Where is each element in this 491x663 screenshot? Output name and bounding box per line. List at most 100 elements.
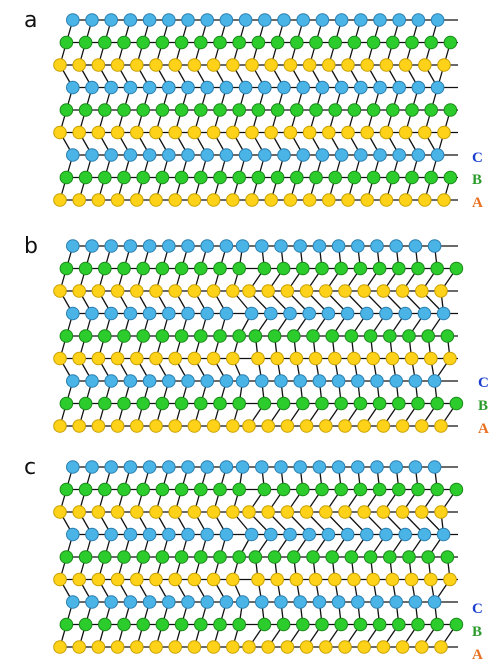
atom: [111, 573, 124, 586]
atom: [399, 59, 412, 72]
atom: [182, 307, 195, 320]
atom: [393, 483, 406, 496]
atom: [409, 375, 422, 388]
atom: [131, 126, 144, 139]
atom: [54, 573, 67, 586]
atom: [399, 194, 412, 207]
atom: [252, 104, 265, 117]
atom: [73, 285, 86, 298]
atom: [341, 528, 354, 541]
atom: [150, 352, 163, 365]
atom: [339, 506, 352, 519]
atom: [99, 36, 112, 49]
atom: [309, 573, 322, 586]
atom: [99, 104, 112, 117]
atom: [428, 375, 441, 388]
atom: [163, 528, 176, 541]
atom: [131, 59, 144, 72]
atom: [300, 420, 313, 433]
atom: [361, 59, 374, 72]
atom: [99, 171, 112, 184]
atom: [384, 330, 397, 343]
stacking-label: B: [472, 172, 482, 188]
atom: [268, 330, 281, 343]
atom: [326, 330, 339, 343]
atom: [348, 104, 361, 117]
atom: [239, 149, 252, 162]
atom: [156, 262, 169, 275]
atom: [406, 171, 419, 184]
atom: [163, 149, 176, 162]
atom: [220, 461, 233, 474]
atom: [406, 36, 419, 49]
atom: [118, 483, 131, 496]
atom: [54, 194, 67, 207]
atom: [156, 36, 169, 49]
atom: [361, 307, 374, 320]
atom: [118, 397, 131, 410]
atom: [105, 596, 118, 609]
panel-label: b: [24, 234, 38, 259]
atom: [182, 375, 195, 388]
atom: [373, 618, 386, 631]
atom: [291, 171, 304, 184]
atom: [277, 397, 290, 410]
atom: [150, 641, 163, 654]
atom: [131, 194, 144, 207]
atom: [329, 171, 342, 184]
atom: [294, 375, 307, 388]
atom: [310, 171, 323, 184]
atom: [291, 36, 304, 49]
atom: [428, 596, 441, 609]
atom: [387, 104, 400, 117]
atom: [54, 352, 67, 365]
atom: [163, 596, 176, 609]
atom: [156, 397, 169, 410]
atom: [399, 528, 412, 541]
atom: [207, 573, 220, 586]
atom: [236, 240, 249, 253]
atom: [406, 104, 419, 117]
atom: [137, 36, 150, 49]
atom: [201, 240, 214, 253]
atom: [428, 461, 441, 474]
atom: [236, 375, 249, 388]
atom: [275, 461, 288, 474]
atom: [131, 641, 144, 654]
atom: [297, 81, 310, 94]
atom: [73, 641, 86, 654]
atom: [92, 506, 105, 519]
atom: [386, 573, 399, 586]
atom: [303, 59, 316, 72]
atom: [79, 618, 92, 631]
atom: [367, 573, 380, 586]
atom: [416, 420, 429, 433]
atom: [361, 528, 374, 541]
atom: [425, 104, 438, 117]
atom: [259, 14, 272, 27]
atom: [262, 285, 275, 298]
atom: [111, 420, 124, 433]
atom: [111, 126, 124, 139]
atom: [265, 307, 278, 320]
atom: [396, 641, 409, 654]
atom: [105, 81, 118, 94]
atom: [227, 573, 240, 586]
atom: [265, 59, 278, 72]
atom: [313, 375, 326, 388]
atom: [86, 14, 99, 27]
atom: [99, 262, 112, 275]
atom: [92, 573, 105, 586]
atom: [390, 461, 403, 474]
atom: [450, 618, 463, 631]
atom: [284, 59, 297, 72]
atom: [396, 420, 409, 433]
atom: [284, 307, 297, 320]
atom: [201, 461, 214, 474]
atom: [243, 506, 256, 519]
atom: [137, 551, 150, 564]
atom: [348, 36, 361, 49]
atom: [118, 618, 131, 631]
atom: [67, 307, 80, 320]
atom: [227, 506, 240, 519]
